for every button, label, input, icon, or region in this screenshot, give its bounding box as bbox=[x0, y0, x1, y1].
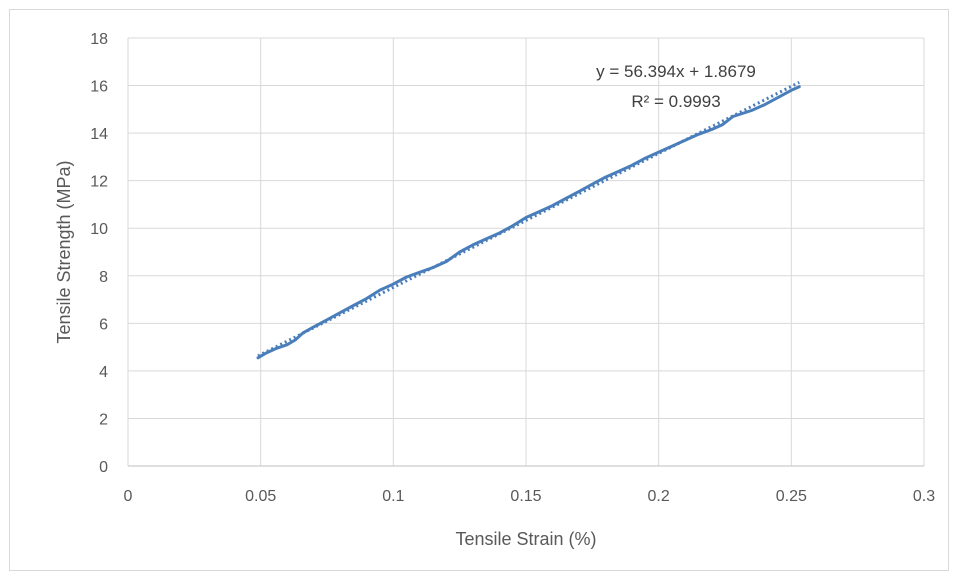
y-axis-ticks: 0 2 4 6 8 10 12 14 16 18 bbox=[90, 31, 108, 476]
chart-frame bbox=[9, 9, 949, 571]
y-tick-label: 14 bbox=[90, 126, 108, 143]
x-axis-ticks: 0 0.05 0.1 0.15 0.2 0.25 0.3 bbox=[124, 488, 936, 505]
y-tick-label: 6 bbox=[99, 316, 108, 333]
y-tick-label: 10 bbox=[90, 221, 108, 238]
x-tick-label: 0.25 bbox=[776, 488, 807, 505]
y-tick-label: 12 bbox=[90, 174, 108, 191]
x-tick-label: 0.3 bbox=[913, 488, 935, 505]
y-axis-label: Tensile Strength (MPa) bbox=[54, 160, 74, 343]
y-tick-label: 0 bbox=[99, 459, 108, 476]
trendline-equation: y = 56.394x + 1.8679 bbox=[596, 62, 756, 81]
x-tick-label: 0.15 bbox=[510, 488, 541, 505]
trendline bbox=[257, 80, 800, 358]
axes bbox=[127, 38, 924, 467]
x-tick-label: 0 bbox=[124, 488, 133, 505]
trendline-r-squared: R² = 0.9993 bbox=[631, 92, 720, 111]
y-tick-label: 8 bbox=[99, 269, 108, 286]
y-tick-label: 16 bbox=[90, 79, 108, 96]
y-tick-label: 4 bbox=[99, 364, 108, 381]
trendline-layer bbox=[257, 80, 800, 358]
x-tick-label: 0.2 bbox=[648, 488, 670, 505]
series-layer bbox=[256, 85, 801, 360]
y-tick-label: 18 bbox=[90, 31, 108, 48]
y-tick-label: 2 bbox=[99, 411, 108, 428]
x-axis-label: Tensile Strain (%) bbox=[455, 529, 596, 549]
gridlines bbox=[128, 37, 925, 466]
series-line bbox=[256, 85, 801, 360]
x-tick-label: 0.05 bbox=[245, 488, 276, 505]
x-tick-label: 0.1 bbox=[382, 488, 404, 505]
